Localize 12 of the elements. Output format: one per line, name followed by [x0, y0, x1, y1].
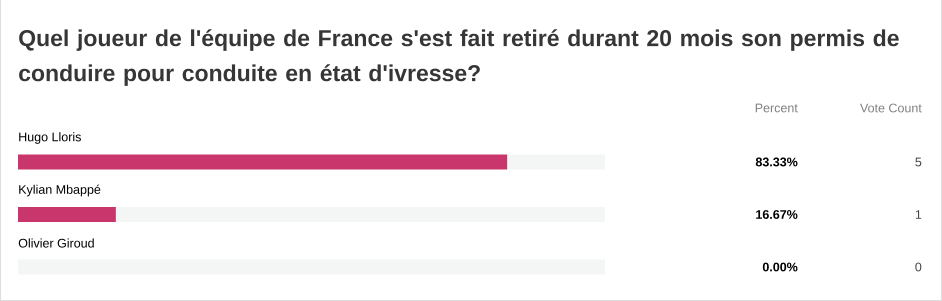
y-tick-label: Olivier Giroud	[18, 238, 94, 248]
text: Percent	[756, 104, 798, 112]
y-tick-label: Hugo Lloris	[19, 132, 81, 144]
chart-title: Quel joueur de l'équipe de France s'est fait retiré durant 20 mois son permis de conduire pour conduite en état d'ivresse?	[19, 29, 899, 86]
data-label: 16.67%	[756, 210, 798, 219]
y-tick-label: Kylian Mbappé	[19, 184, 100, 196]
text: 5	[915, 158, 922, 166]
data-label: 0.00%	[762, 262, 798, 272]
text: 1	[916, 210, 922, 219]
data-label: 83.33%	[756, 158, 798, 166]
text: 0	[915, 262, 922, 272]
text: Vote Count	[860, 104, 922, 112]
